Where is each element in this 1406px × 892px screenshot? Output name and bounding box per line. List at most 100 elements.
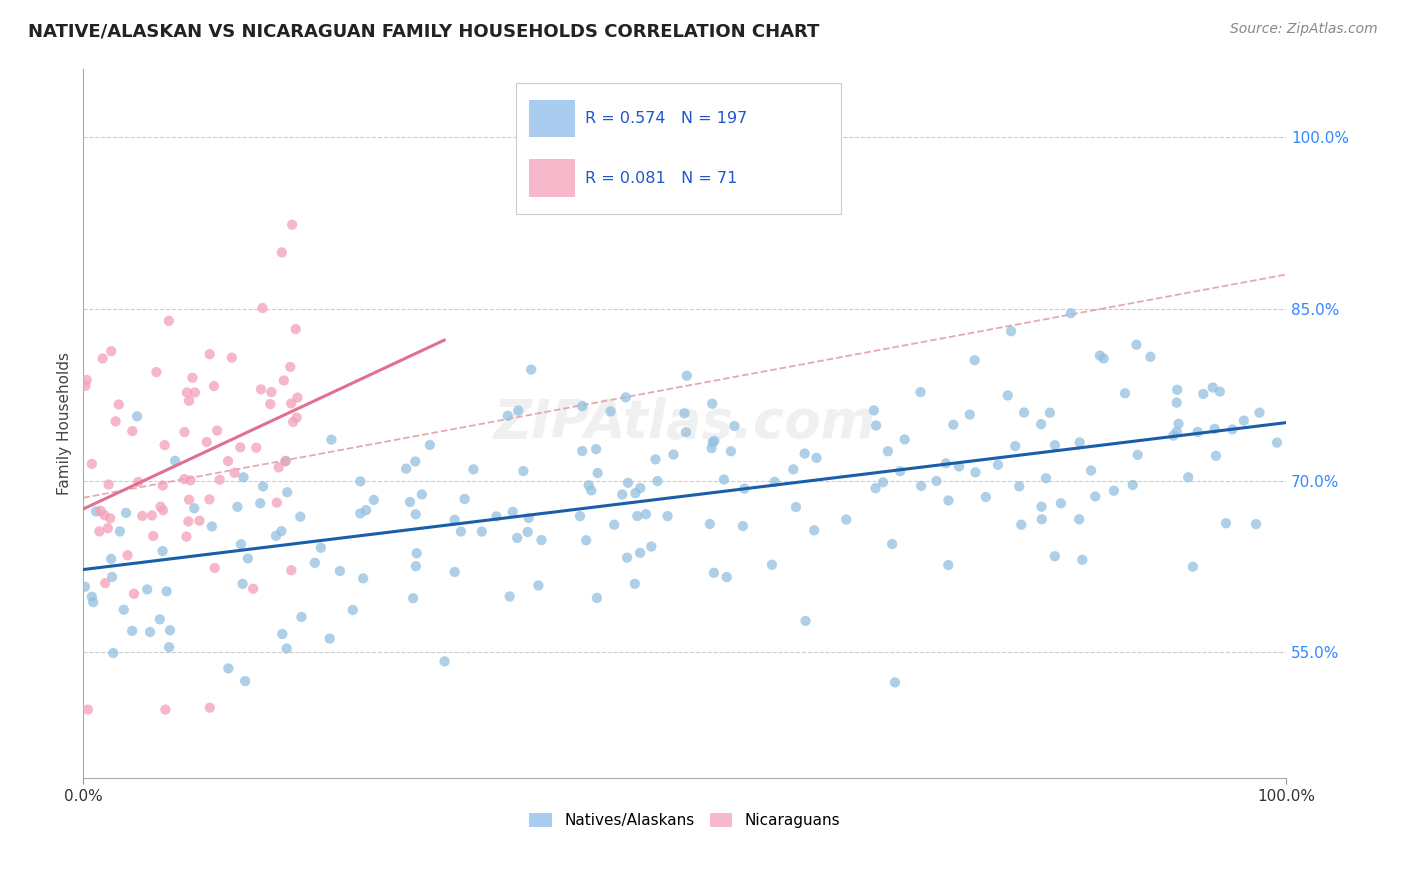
Point — [229, 441, 252, 455]
Point — [329, 564, 352, 578]
Point — [165, 454, 187, 468]
Point — [1080, 463, 1102, 477]
Point — [733, 482, 755, 496]
Point — [1139, 350, 1161, 364]
Point — [399, 495, 422, 509]
Point — [1249, 406, 1271, 420]
Point — [281, 218, 304, 232]
Point — [226, 500, 249, 514]
Point — [363, 492, 385, 507]
Text: ZIPAtlas.com: ZIPAtlas.com — [494, 397, 876, 450]
Point — [617, 475, 640, 490]
Point — [405, 546, 427, 560]
Point — [127, 409, 149, 424]
Point — [94, 576, 117, 591]
Point — [910, 385, 932, 400]
Point — [159, 624, 181, 638]
Point — [204, 561, 226, 575]
Point — [179, 474, 201, 488]
Point — [80, 590, 103, 604]
Point — [1166, 395, 1188, 409]
Point — [716, 570, 738, 584]
Point — [121, 424, 143, 438]
Point — [935, 456, 957, 470]
Point — [198, 700, 221, 714]
Point — [702, 435, 724, 450]
Point — [281, 415, 304, 429]
Point — [578, 478, 600, 492]
Point — [628, 481, 651, 495]
Point — [496, 409, 519, 423]
Point — [1039, 406, 1062, 420]
Point — [100, 344, 122, 359]
Point — [1043, 549, 1066, 564]
Point — [127, 475, 149, 489]
Point — [731, 519, 754, 533]
Point — [713, 473, 735, 487]
Point — [274, 454, 297, 468]
Point — [1125, 337, 1147, 351]
Point — [1209, 384, 1232, 399]
Point — [1192, 387, 1215, 401]
Point — [278, 359, 301, 374]
Point — [103, 646, 125, 660]
Point — [229, 537, 252, 551]
Point — [571, 399, 593, 413]
Point — [889, 464, 911, 478]
Point — [675, 425, 697, 439]
Point — [266, 495, 288, 509]
Point — [1222, 422, 1244, 436]
Point — [1163, 428, 1185, 442]
Point — [586, 591, 609, 605]
Point — [612, 487, 634, 501]
Point — [626, 509, 648, 524]
Point — [865, 481, 887, 495]
Point — [925, 474, 948, 488]
Point — [122, 587, 145, 601]
Point — [145, 365, 167, 379]
Point — [586, 466, 609, 480]
Point — [98, 511, 121, 525]
Point — [97, 477, 120, 491]
Point — [936, 558, 959, 573]
Point — [91, 351, 114, 366]
Y-axis label: Family Households: Family Households — [58, 351, 72, 495]
Point — [264, 529, 287, 543]
Point — [1244, 517, 1267, 532]
Point — [181, 370, 204, 384]
Point — [221, 351, 243, 365]
Point — [224, 466, 246, 480]
Point — [1181, 559, 1204, 574]
Point — [959, 408, 981, 422]
Point — [280, 396, 302, 410]
Point — [863, 403, 886, 417]
Point — [249, 496, 271, 510]
Point — [942, 417, 965, 432]
Point — [723, 419, 745, 434]
Point — [1000, 324, 1022, 338]
Point — [285, 410, 308, 425]
Point — [77, 702, 100, 716]
Point — [267, 460, 290, 475]
Point — [75, 379, 97, 393]
Point — [177, 492, 200, 507]
Point — [1167, 417, 1189, 431]
Point — [893, 433, 915, 447]
Point — [112, 603, 135, 617]
Point — [508, 403, 530, 417]
Point — [1265, 435, 1288, 450]
Point — [699, 516, 721, 531]
Point — [108, 524, 131, 539]
Point — [276, 485, 298, 500]
Point — [585, 442, 607, 456]
Point — [259, 397, 281, 411]
Point — [575, 533, 598, 548]
Point — [785, 500, 807, 514]
Point — [395, 461, 418, 475]
Point — [411, 487, 433, 501]
Point — [634, 507, 657, 521]
Point — [318, 632, 340, 646]
Point — [1060, 306, 1083, 320]
Point — [173, 425, 195, 439]
Point — [675, 368, 697, 383]
